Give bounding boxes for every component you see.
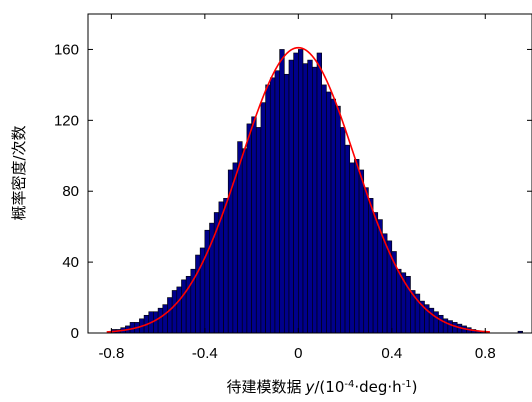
histogram-bar [232, 162, 238, 334]
x-axis-ticks: -0.8 -0.4 0 0.4 0.8 [98, 14, 496, 362]
histogram-bar [279, 49, 285, 334]
histogram-bar [269, 77, 276, 334]
histogram-bar [326, 91, 332, 334]
histogram-bar [298, 49, 304, 334]
histogram-bar [452, 322, 458, 334]
histogram-bar [358, 169, 365, 334]
fitted-curve [106, 46, 490, 333]
histogram-bar [363, 187, 369, 334]
histogram-bar [302, 63, 308, 334]
y-tick-label: 160 [54, 41, 79, 58]
histogram-bar [307, 59, 313, 334]
histogram-bar [335, 105, 341, 334]
histogram-bar [171, 290, 178, 334]
histogram-bar [162, 304, 168, 334]
histogram-bar [255, 127, 262, 334]
histogram-bar [349, 162, 355, 334]
histogram-bar [204, 229, 210, 334]
histogram-bar [251, 116, 257, 334]
histogram-bar [153, 311, 159, 334]
histogram-bar [283, 73, 290, 334]
histogram-bar [316, 52, 322, 334]
histogram-bar [377, 219, 383, 334]
y-axis-label: 概率密度/次数 [10, 125, 28, 220]
histogram-bar [181, 279, 187, 334]
x-tick-label: 0 [294, 345, 302, 362]
histogram-bar [330, 98, 337, 334]
y-tick-label: 120 [54, 112, 79, 129]
histogram-bar [241, 148, 248, 334]
histogram-bar [260, 102, 266, 334]
histogram-bar [382, 233, 388, 334]
histogram-bar [293, 52, 299, 334]
histogram-bar [368, 198, 374, 334]
y-axis-ticks: 0 40 80 120 160 [54, 41, 532, 342]
y-tick-label: 40 [62, 254, 79, 271]
histogram-bar [396, 268, 402, 334]
histogram-bar [265, 84, 271, 334]
histogram-bar [372, 212, 379, 334]
histogram-bar [167, 297, 173, 334]
x-tick-label: 0.4 [381, 345, 402, 362]
histogram-bar [340, 127, 346, 334]
histogram-bar [246, 123, 252, 334]
histogram-bar [344, 144, 351, 334]
histogram-bar [312, 66, 318, 334]
histogram-bar [157, 307, 164, 334]
histogram-bars [111, 49, 523, 334]
histogram-bar [176, 286, 182, 334]
histogram-bar [433, 311, 439, 334]
y-tick-label: 0 [71, 325, 79, 342]
histogram-bar [195, 254, 201, 334]
x-tick-label: -0.8 [98, 345, 124, 362]
histogram-bar [354, 159, 360, 334]
histogram-bar [438, 314, 444, 334]
histogram-bar [447, 320, 453, 334]
x-tick-label: -0.4 [192, 345, 218, 362]
x-tick-label: 0.8 [475, 345, 496, 362]
y-tick-label: 80 [62, 183, 79, 200]
x-axis-label: 待建模数据 y/(10-4·deg·h-1) [226, 378, 417, 396]
histogram-bar [274, 70, 280, 334]
histogram-bar [321, 84, 327, 334]
histogram-bar [223, 198, 229, 334]
plot-frame [87, 13, 532, 334]
histogram-bar [288, 59, 294, 334]
